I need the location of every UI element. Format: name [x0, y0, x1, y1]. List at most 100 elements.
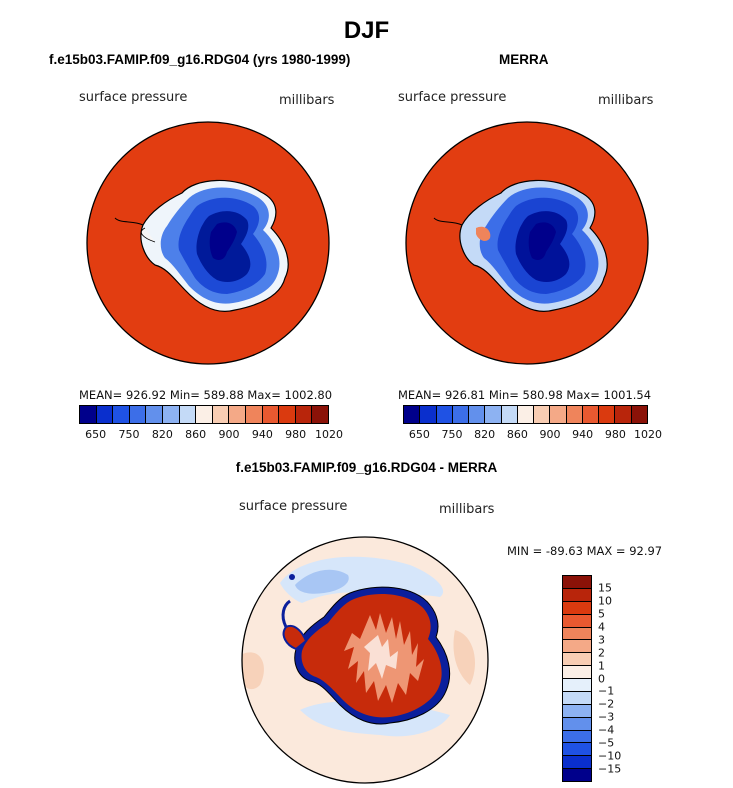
colorbar-swatch	[563, 614, 591, 628]
colorbar-swatch	[295, 406, 313, 423]
diff-map	[241, 536, 489, 784]
colorbar-swatch	[179, 406, 197, 423]
colorbar-swatch	[563, 653, 591, 667]
colorbar-tick-label: 900	[539, 428, 561, 441]
colorbar-tick-label: 980	[604, 428, 626, 441]
colorbar-swatch	[129, 406, 147, 423]
right-colorbar-swatches	[403, 405, 648, 424]
colorbar-tick-label: −10	[598, 749, 622, 763]
colorbar-tick-label: 4	[598, 620, 605, 634]
colorbar-swatch	[563, 588, 591, 602]
left-panel-title: f.e15b03.FAMIP.f09_g16.RDG04 (yrs 1980-1…	[49, 52, 351, 67]
colorbar-tick-label: 820	[474, 428, 496, 441]
colorbar-tick-label: 820	[151, 428, 173, 441]
colorbar-swatch	[245, 406, 263, 423]
left-map	[86, 121, 330, 365]
colorbar-tick-label: 1020	[634, 428, 662, 441]
right-map-antarctica	[433, 179, 608, 312]
colorbar-tick-label: 980	[285, 428, 307, 441]
colorbar-swatch	[517, 406, 535, 423]
left-colorbar-ticks: 650 750 820 860 900 940 980 1020	[79, 424, 343, 441]
colorbar-tick-label: 900	[218, 428, 240, 441]
diff-variable-label: surface pressure	[239, 499, 348, 514]
figure-title: DJF	[343, 17, 390, 44]
colorbar-swatch	[162, 406, 180, 423]
colorbar-tick-label: 5	[598, 607, 605, 621]
diff-map-field	[242, 556, 475, 737]
colorbar-swatch	[420, 406, 437, 423]
colorbar-swatch	[563, 679, 591, 692]
colorbar-tick-label: 940	[251, 428, 273, 441]
colorbar-tick-label: 860	[185, 428, 207, 441]
colorbar-tick-label: −4	[598, 723, 615, 737]
colorbar-tick-label: −3	[598, 710, 615, 724]
colorbar-swatch	[404, 406, 421, 423]
diff-colorbar-swatches	[562, 575, 592, 782]
colorbar-tick-label: 2	[598, 646, 605, 660]
colorbar-tick-label: 1	[598, 659, 605, 673]
colorbar-tick-label: 0	[598, 672, 605, 685]
colorbar-swatch	[563, 704, 591, 718]
colorbar-swatch	[563, 640, 591, 654]
colorbar-swatch	[229, 406, 246, 423]
colorbar-swatch	[563, 666, 591, 679]
left-variable-label: surface pressure	[79, 90, 188, 105]
right-map	[405, 121, 649, 365]
colorbar-tick-label: 940	[572, 428, 594, 441]
colorbar-swatch	[563, 627, 591, 641]
colorbar-swatch	[501, 406, 518, 423]
colorbar-swatch	[563, 691, 591, 705]
left-colorbar-swatches	[79, 405, 329, 424]
colorbar-swatch	[212, 406, 230, 423]
left-map-antarctica	[114, 179, 289, 312]
colorbar-tick-label: 15	[598, 581, 612, 595]
right-variable-label: surface pressure	[398, 90, 507, 105]
colorbar-tick-label: 3	[598, 633, 605, 647]
colorbar-swatch	[312, 406, 328, 423]
colorbar-swatch	[279, 406, 296, 423]
colorbar-swatch	[146, 406, 163, 423]
colorbar-swatch	[452, 406, 470, 423]
colorbar-swatch	[80, 406, 97, 423]
colorbar-swatch	[563, 717, 591, 731]
colorbar-tick-label: 650	[85, 428, 107, 441]
colorbar-tick-label: 650	[408, 428, 430, 441]
right-panel-title: MERRA	[499, 52, 549, 67]
colorbar-tick-label: 1020	[315, 428, 343, 441]
colorbar-swatch	[96, 406, 114, 423]
colorbar-swatch	[113, 406, 130, 423]
colorbar-tick-label: −1	[598, 684, 615, 698]
colorbar-swatch	[599, 406, 616, 423]
colorbar-swatch	[550, 406, 567, 423]
colorbar-tick-label: −5	[598, 736, 615, 750]
left-stats: MEAN= 926.92 Min= 589.88 Max= 1002.80	[79, 388, 333, 402]
right-colorbar: 650 750 820 860 900 940 980 1020	[403, 405, 662, 441]
colorbar-swatch	[469, 406, 486, 423]
colorbar-swatch	[262, 406, 280, 423]
colorbar-swatch	[582, 406, 600, 423]
colorbar-swatch	[563, 730, 591, 744]
colorbar-tick-label: −15	[598, 762, 622, 776]
colorbar-swatch	[436, 406, 453, 423]
colorbar-swatch	[566, 406, 583, 423]
right-stats: MEAN= 926.81 Min= 580.98 Max= 1001.54	[398, 388, 652, 402]
colorbar-tick-label: 750	[118, 428, 140, 441]
diff-colorbar	[562, 575, 592, 782]
left-colorbar: 650 750 820 860 900 940 980 1020	[79, 405, 343, 441]
colorbar-swatch	[563, 769, 591, 781]
colorbar-swatch	[485, 406, 502, 423]
colorbar-swatch	[196, 406, 213, 423]
diff-units-label: millibars	[439, 502, 495, 517]
colorbar-tick-label: 10	[598, 594, 612, 608]
colorbar-swatch	[563, 756, 591, 770]
right-units-label: millibars	[598, 93, 654, 108]
colorbar-tick-label: 860	[506, 428, 528, 441]
diff-colorbar-ticks: 15 10 5 4 3 2 1 0 −1 −2 −3 −4 −5 −10 −15	[598, 575, 638, 782]
colorbar-swatch	[631, 406, 647, 423]
left-units-label: millibars	[279, 93, 335, 108]
colorbar-tick-label: 750	[441, 428, 463, 441]
right-colorbar-ticks: 650 750 820 860 900 940 980 1020	[403, 424, 662, 441]
diff-panel-title: f.e15b03.FAMIP.f09_g16.RDG04 - MERRA	[235, 460, 498, 475]
diff-stats: MIN = -89.63 MAX = 92.97	[507, 544, 663, 558]
colorbar-swatch	[534, 406, 551, 423]
